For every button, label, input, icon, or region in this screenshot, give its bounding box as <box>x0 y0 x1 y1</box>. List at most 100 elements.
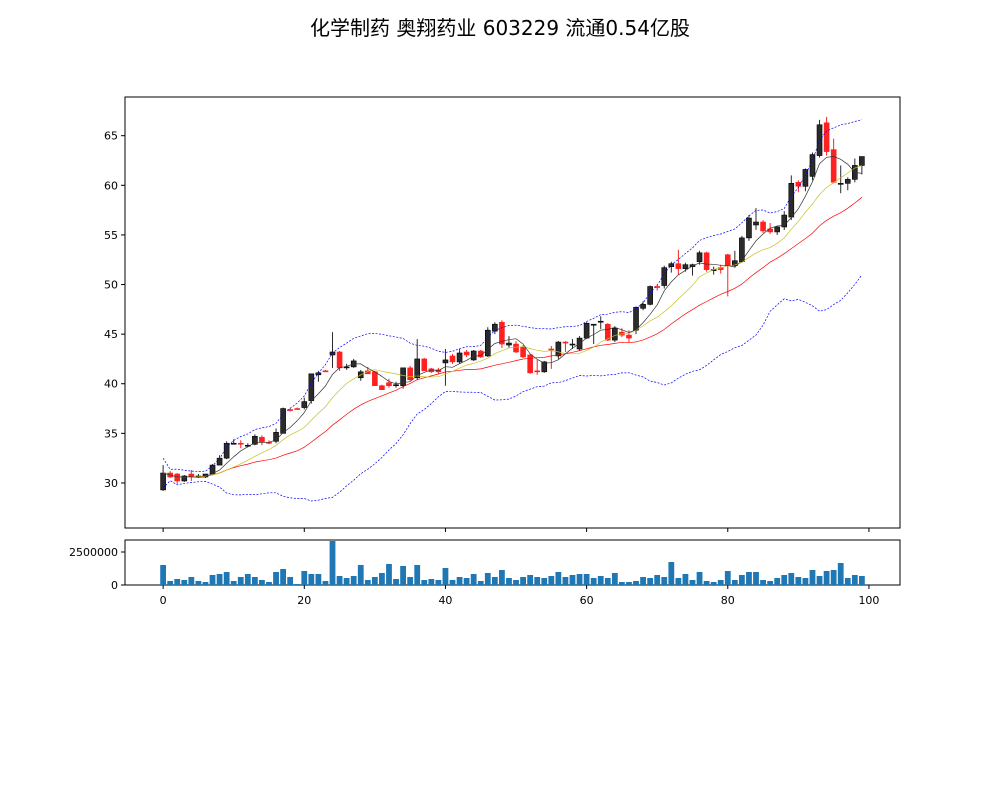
volume-bar <box>837 563 844 585</box>
volume-bar <box>266 582 272 585</box>
volume-bar <box>428 578 435 585</box>
candle-body <box>449 355 456 363</box>
volume-bar <box>647 578 654 585</box>
price-tick-label: 60 <box>104 179 118 192</box>
volume-bar <box>527 574 534 585</box>
volume-bar <box>788 573 795 585</box>
volume-tick-label: 2500000 <box>69 546 118 559</box>
candle-body <box>181 475 188 482</box>
candle-body <box>823 122 830 152</box>
volume-bar <box>259 579 265 585</box>
candle-body <box>456 352 463 363</box>
volume-bar <box>336 576 343 585</box>
candle-body <box>308 373 315 401</box>
volume-bar <box>491 577 498 585</box>
volume-bar <box>661 577 668 585</box>
ma10-line <box>163 165 863 478</box>
candle-body <box>336 351 343 369</box>
candle-body <box>230 442 237 445</box>
volume-bar <box>160 565 167 585</box>
candle-body <box>640 304 646 309</box>
chart-title: 化学制药 奥翔药业 603229 流通0.54亿股 <box>310 16 690 40</box>
volume-bar <box>597 576 604 585</box>
volume-bar <box>209 574 216 585</box>
candle-body <box>442 359 449 364</box>
volume-bar <box>562 577 569 585</box>
candle-body <box>245 444 251 447</box>
candle-body <box>237 442 244 445</box>
candle-body <box>675 263 682 269</box>
volume-bar <box>188 577 195 585</box>
volume-bar <box>463 578 470 585</box>
candle-body <box>555 341 562 357</box>
price-tick-label: 45 <box>104 328 118 341</box>
volume-bar <box>816 576 823 585</box>
volume-axes-frame <box>124 539 901 586</box>
candle-body <box>379 385 385 390</box>
candle-body <box>301 401 308 408</box>
volume-bar <box>760 579 766 585</box>
candle-body <box>209 464 216 475</box>
candle-body <box>626 334 632 339</box>
candle-body <box>590 323 597 326</box>
candle-body <box>280 408 286 434</box>
candle-body <box>477 350 484 358</box>
volume-bar <box>456 577 463 585</box>
volume-bar <box>400 566 406 585</box>
volume-bar <box>251 577 258 585</box>
volume-bar <box>795 577 802 585</box>
volume-bar <box>654 574 661 585</box>
volume-bar <box>753 572 759 585</box>
volume-bar <box>506 578 512 585</box>
volume-bar <box>308 574 315 585</box>
volume-bar <box>583 574 590 585</box>
candle-body <box>343 366 350 369</box>
volume-bar <box>555 572 562 585</box>
volume-bar <box>640 577 646 585</box>
volume-bar <box>315 574 322 585</box>
volume-bar <box>181 579 188 585</box>
volume-bar <box>809 570 816 585</box>
boll-lower-line <box>162 274 863 502</box>
price-tick-label: 40 <box>104 378 118 391</box>
x-tick-label: 80 <box>721 594 735 607</box>
candle-body <box>746 217 752 239</box>
candle-body <box>294 408 301 410</box>
volume-bar <box>576 574 583 585</box>
candle-body <box>506 342 512 346</box>
price-tick-label: 50 <box>104 279 118 292</box>
volume-bar <box>329 541 336 585</box>
candle-body <box>859 156 865 166</box>
candle-body <box>562 341 569 344</box>
volume-bar <box>724 570 731 585</box>
x-tick-label: 40 <box>438 594 452 607</box>
candle-body <box>499 321 505 345</box>
candle-body <box>597 320 604 323</box>
volume-bar <box>738 574 745 585</box>
volume-bar <box>371 577 378 585</box>
volume-bar <box>534 577 541 585</box>
candle-body <box>837 183 844 185</box>
volume-bar <box>421 579 428 585</box>
price-tick-label: 35 <box>104 427 118 440</box>
boll-upper-line <box>162 119 862 472</box>
volume-bar <box>689 579 696 585</box>
volume-bar <box>668 562 675 585</box>
x-tick-label: 0 <box>160 594 167 607</box>
volume-bar <box>767 581 774 585</box>
volume-bar <box>682 574 689 585</box>
volume-bar <box>167 581 174 585</box>
candle-body <box>788 183 795 218</box>
x-tick-label: 20 <box>297 594 311 607</box>
candle-body <box>534 370 541 373</box>
volume-bar <box>414 565 421 585</box>
volume-bar <box>364 579 371 585</box>
volume-bar <box>569 574 576 585</box>
volume-bar <box>717 579 724 585</box>
volume-bar <box>386 564 392 585</box>
candle-body <box>223 442 230 459</box>
candle-body <box>604 323 611 341</box>
volume-bar <box>513 579 519 585</box>
candle-body <box>739 237 745 263</box>
